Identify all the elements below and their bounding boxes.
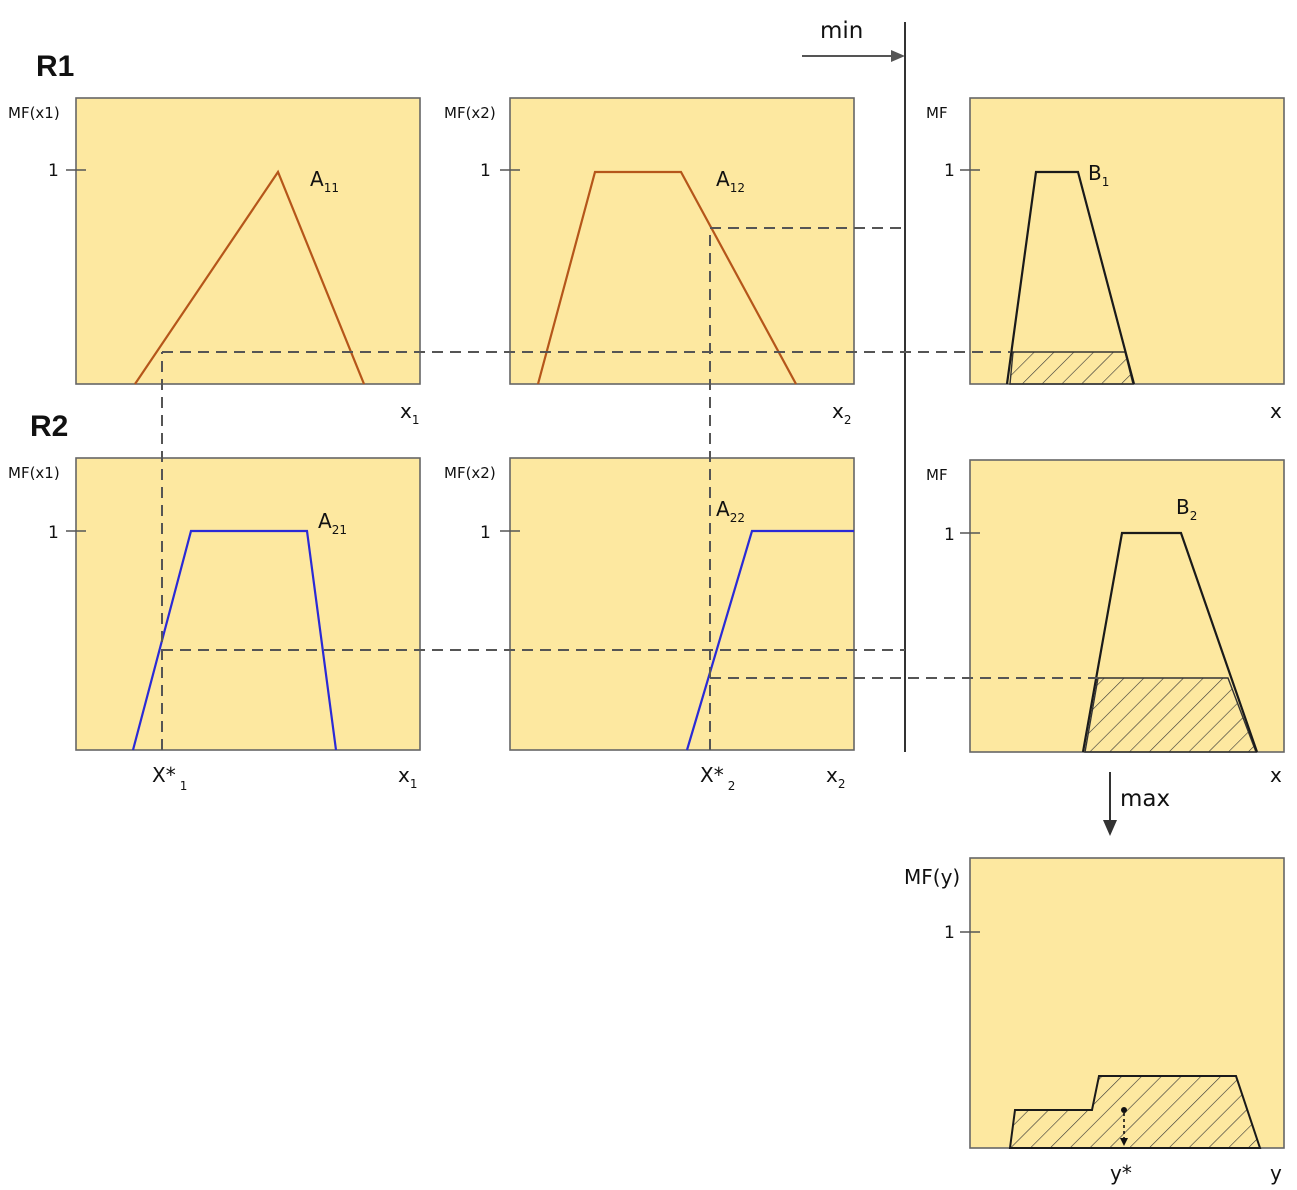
curve-label-a22: A22 [716,497,745,525]
x-axis-label: x [1270,763,1282,787]
panel-r1-x1: MF(x1) 1 A11 x1 [8,97,421,427]
panel-background [509,97,855,385]
centroid-marker [1121,1107,1127,1113]
clipped-area-b1 [1009,351,1134,385]
membership-curve-a22 [685,529,854,751]
max-arrow-head [1103,820,1117,836]
x-axis-label: x1 [400,399,419,427]
crisp-output-label: y* [1110,1161,1132,1185]
guide-lines [161,227,1098,750]
panel-background [509,457,855,751]
panel-background [75,97,421,385]
x-axis-label: y [1270,1161,1282,1185]
panel-r2-x2: MF(x2) 1 A22 X* 2 x2 [444,457,855,793]
centroid-arrow-head [1120,1138,1128,1146]
aggregated-output-area [1008,1075,1262,1149]
tick-one-label: 1 [944,525,955,545]
min-arrow-head [891,50,905,62]
y-axis-label: MF(x1) [8,464,60,482]
tick-one-label: 1 [480,523,491,543]
tick-one-label: 1 [944,923,955,943]
crisp-input-label-x1: X* 1 [152,763,187,793]
membership-curve-a12 [536,170,797,385]
tick-one-label: 1 [480,161,491,181]
y-axis-label: MF(x2) [444,104,496,122]
panel-r2-output: MF 1 B2 x [926,459,1285,787]
y-axis-label: MF [926,466,948,484]
x-axis-label: x2 [826,763,845,791]
tick-one-label: 1 [944,161,955,181]
x-axis-label: x [1270,399,1282,423]
rule-label-r1: R1 [36,50,74,83]
membership-curve-b2 [1081,531,1259,753]
max-operator-label: max [1120,786,1170,812]
panel-background [75,457,421,751]
curve-label-a21: A21 [318,509,347,537]
y-axis-label: MF(x1) [8,104,60,122]
rule-label-r2: R2 [30,410,68,443]
tick-one-label: 1 [48,523,59,543]
curve-label-a11: A11 [310,167,339,195]
panel-r2-x1: MF(x1) 1 A21 X* 1 x1 [8,457,421,793]
curve-label-b1: B1 [1088,161,1109,189]
x-axis-label: x2 [832,399,851,427]
panel-background [969,97,1285,385]
clipped-area-b2 [1084,677,1258,753]
membership-curve-b1 [1005,170,1136,385]
panel-aggregated-output: MF(y) 1 y* y [904,857,1285,1185]
crisp-input-label-x2: X* 2 [700,763,735,793]
y-axis-label: MF [926,104,948,122]
min-operator-label: min [820,18,863,44]
curve-label-a12: A12 [716,167,745,195]
membership-curve-a11 [134,169,366,385]
curve-label-b2: B2 [1176,495,1197,523]
panel-r1-output: MF 1 B1 x [926,97,1285,423]
panel-r1-x2: MF(x2) 1 A12 x2 [444,97,855,427]
x-axis-label: x1 [398,763,417,791]
tick-one-label: 1 [48,161,59,181]
y-axis-label: MF(x2) [444,464,496,482]
y-axis-label: MF(y) [904,865,960,889]
